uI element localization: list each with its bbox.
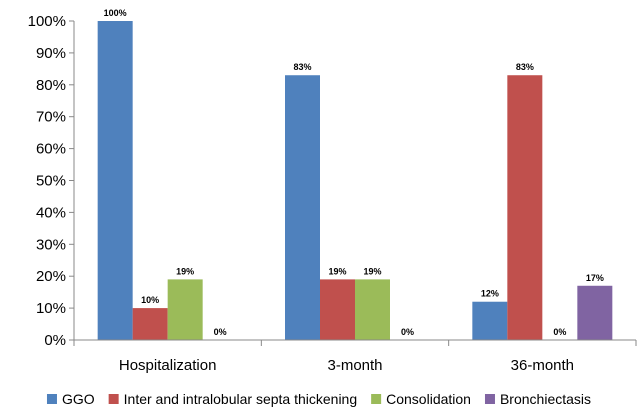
y-tick-label: 60%	[36, 141, 66, 158]
x-category-label: 3-month	[327, 357, 382, 374]
legend-swatch-consolidation	[371, 394, 382, 404]
bar-consolidation-hospitalization	[167, 279, 203, 340]
x-axis: Hospitalization 3-month 36-month	[73, 339, 637, 374]
data-label: 0%	[553, 327, 566, 337]
legend: GGO Inter and intralobular septa thickeni…	[46, 391, 591, 407]
y-tick-label: 20%	[36, 268, 66, 285]
bar-ggo-36-month	[472, 301, 508, 340]
y-tick-label: 10%	[36, 300, 66, 317]
y-axis: 0% 10% 20% 30% 40% 50% 60% 70% 80% 90% 100%	[28, 13, 75, 349]
y-tick-label: 80%	[36, 77, 66, 94]
legend-label: Bronchiectasis	[500, 391, 591, 407]
bar-ggo-3-month	[285, 75, 320, 340]
data-label: 0%	[214, 327, 227, 337]
data-label: 19%	[176, 266, 194, 276]
data-label: 83%	[293, 62, 311, 72]
data-label: 19%	[328, 266, 346, 276]
y-tick-label: 40%	[36, 204, 66, 221]
y-tick-label: 90%	[36, 45, 66, 62]
legend-swatch-inter-and-intralobular-septa-thickening	[108, 394, 119, 404]
data-labels: 100% 10% 19% 0% 83% 19% 19% 0% 12% 83% 0% 17%	[104, 8, 604, 337]
data-label: 10%	[141, 295, 159, 305]
legend-swatch-bronchiectasis	[484, 394, 495, 404]
y-tick-label: 100%	[28, 13, 66, 30]
bar-inter-and-intralobular-septa-thickening-36-month	[507, 75, 543, 340]
y-tick-label: 0%	[44, 332, 66, 349]
legend-label: GGO	[62, 391, 95, 407]
data-label: 83%	[516, 62, 534, 72]
data-label: 19%	[363, 266, 381, 276]
bar-inter-and-intralobular-septa-thickening-hospitalization	[132, 308, 168, 340]
y-tick-label: 30%	[36, 236, 66, 253]
data-label: 100%	[104, 8, 127, 18]
data-label: 17%	[586, 273, 604, 283]
x-category-label: 36-month	[511, 357, 574, 374]
bar-bronchiectasis-36-month	[577, 285, 613, 340]
y-tick-label: 50%	[36, 173, 66, 190]
x-category-label: Hospitalization	[119, 357, 217, 374]
bars	[97, 21, 613, 340]
bar-ggo-hospitalization	[97, 21, 133, 340]
bar-consolidation-3-month	[355, 279, 390, 340]
bar-inter-and-intralobular-septa-thickening-3-month	[320, 279, 355, 340]
data-label: 0%	[401, 327, 414, 337]
legend-label: Consolidation	[386, 391, 471, 407]
legend-label: Inter and intralobular septa thickening	[124, 391, 357, 407]
legend-swatch-ggo	[46, 394, 57, 404]
data-label: 12%	[481, 289, 499, 299]
y-tick-label: 70%	[36, 109, 66, 126]
